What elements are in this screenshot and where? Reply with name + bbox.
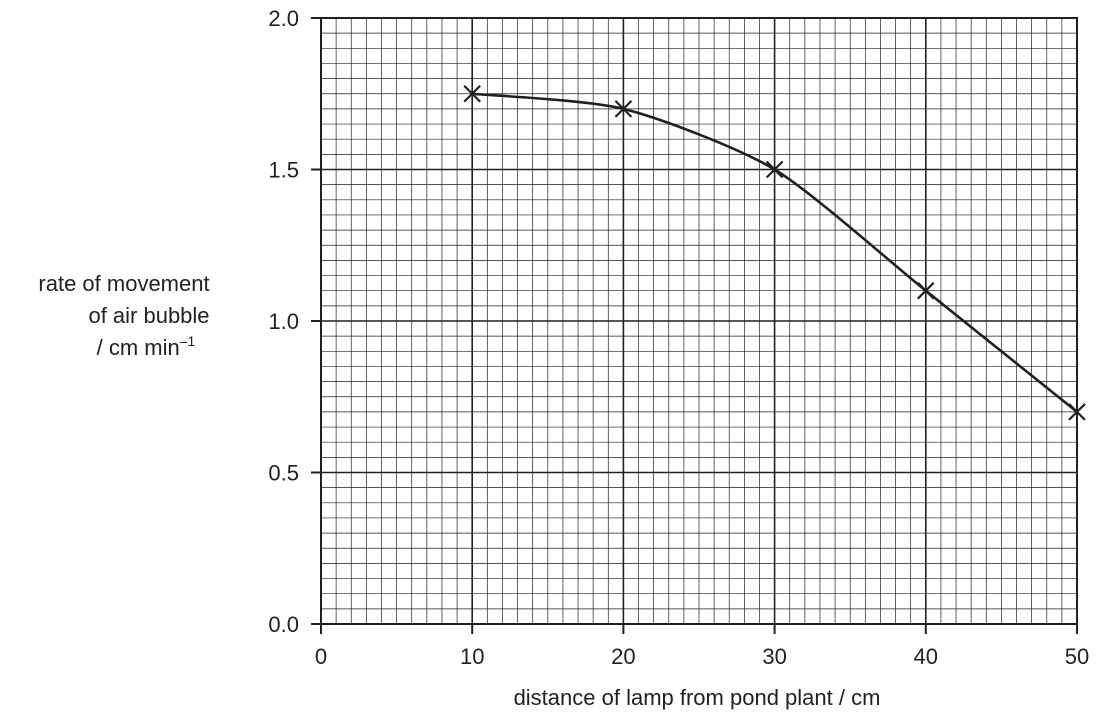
x-tick-label: 30	[762, 644, 786, 669]
y-tick-label: 1.0	[268, 309, 299, 334]
x-tick-label: 10	[460, 644, 484, 669]
y-tick-label: 2.0	[268, 6, 299, 31]
y-axis-label: rate of movement of air bubble / cm min–…	[38, 271, 209, 360]
x-tick-label: 20	[611, 644, 635, 669]
y-tick-label: 1.5	[268, 158, 299, 183]
x-tick-label: 0	[315, 644, 327, 669]
y-axis-label-line-2: of air bubble	[88, 303, 209, 328]
x-tick-labels: 0 10 20 30 40 50	[315, 644, 1089, 669]
x-tick-label: 40	[914, 644, 938, 669]
y-axis-unit-superscript: –1	[180, 333, 196, 349]
y-axis-unit: / cm min	[97, 335, 180, 360]
y-tick-labels: 0.0 0.5 1.0 1.5 2.0	[268, 6, 299, 637]
x-axis-label: distance of lamp from pond plant / cm	[514, 685, 881, 710]
axis-ticks	[311, 18, 1077, 634]
x-tick-label: 50	[1065, 644, 1089, 669]
y-tick-label: 0.5	[268, 461, 299, 486]
y-tick-label: 0.0	[268, 612, 299, 637]
y-axis-label-line-1: rate of movement	[38, 271, 209, 296]
y-axis-label-line-3: / cm min–1	[97, 333, 196, 360]
